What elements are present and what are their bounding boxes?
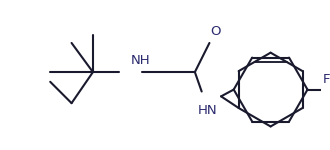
Text: O: O bbox=[211, 25, 221, 38]
Text: HN: HN bbox=[198, 104, 217, 117]
Text: NH: NH bbox=[131, 54, 150, 67]
Text: F: F bbox=[323, 73, 330, 86]
